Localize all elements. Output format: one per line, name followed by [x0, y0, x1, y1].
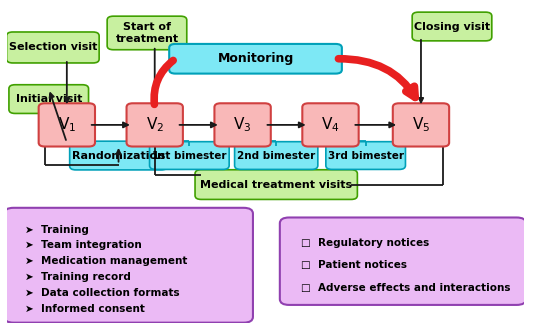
Text: Medical treatment visits: Medical treatment visits — [200, 179, 352, 190]
FancyBboxPatch shape — [412, 12, 492, 41]
Text: ➤  Data collection formats: ➤ Data collection formats — [25, 288, 179, 298]
FancyBboxPatch shape — [150, 142, 229, 169]
FancyBboxPatch shape — [195, 170, 358, 200]
Text: ➤  Training record: ➤ Training record — [25, 272, 131, 282]
Text: □  Adverse effects and interactions: □ Adverse effects and interactions — [300, 283, 510, 293]
Text: 2nd bimester: 2nd bimester — [237, 151, 315, 161]
Text: Selection visit: Selection visit — [9, 42, 97, 52]
Text: ➤  Training: ➤ Training — [25, 225, 89, 235]
Text: Closing visit: Closing visit — [414, 21, 490, 31]
Text: ➤  Informed consent: ➤ Informed consent — [25, 304, 145, 314]
Text: 1st bimester: 1st bimester — [152, 151, 227, 161]
Text: □  Patient notices: □ Patient notices — [300, 260, 406, 270]
Text: Start of
treatment: Start of treatment — [116, 22, 179, 44]
FancyBboxPatch shape — [9, 85, 89, 113]
Text: V$_3$: V$_3$ — [233, 116, 252, 134]
FancyBboxPatch shape — [214, 103, 271, 146]
Text: V$_4$: V$_4$ — [321, 116, 340, 134]
Text: 3rd bimester: 3rd bimester — [328, 151, 404, 161]
Text: □  Regulatory notices: □ Regulatory notices — [300, 237, 429, 248]
FancyBboxPatch shape — [235, 142, 318, 169]
Text: Monitoring: Monitoring — [217, 52, 294, 65]
Text: V$_2$: V$_2$ — [146, 116, 164, 134]
FancyBboxPatch shape — [393, 103, 449, 146]
FancyBboxPatch shape — [107, 16, 187, 50]
Text: V$_5$: V$_5$ — [412, 116, 430, 134]
FancyBboxPatch shape — [70, 141, 167, 170]
FancyBboxPatch shape — [169, 44, 342, 74]
Text: ➤  Medication management: ➤ Medication management — [25, 256, 188, 266]
Text: ➤  Team integration: ➤ Team integration — [25, 240, 142, 250]
FancyBboxPatch shape — [7, 32, 99, 63]
Text: V$_1$: V$_1$ — [58, 116, 76, 134]
Text: Randomization: Randomization — [72, 151, 165, 161]
FancyBboxPatch shape — [302, 103, 359, 146]
FancyBboxPatch shape — [326, 142, 405, 169]
Text: Initial visit: Initial visit — [15, 94, 82, 104]
FancyBboxPatch shape — [280, 217, 526, 305]
FancyBboxPatch shape — [4, 208, 253, 323]
FancyBboxPatch shape — [39, 103, 95, 146]
FancyBboxPatch shape — [126, 103, 183, 146]
